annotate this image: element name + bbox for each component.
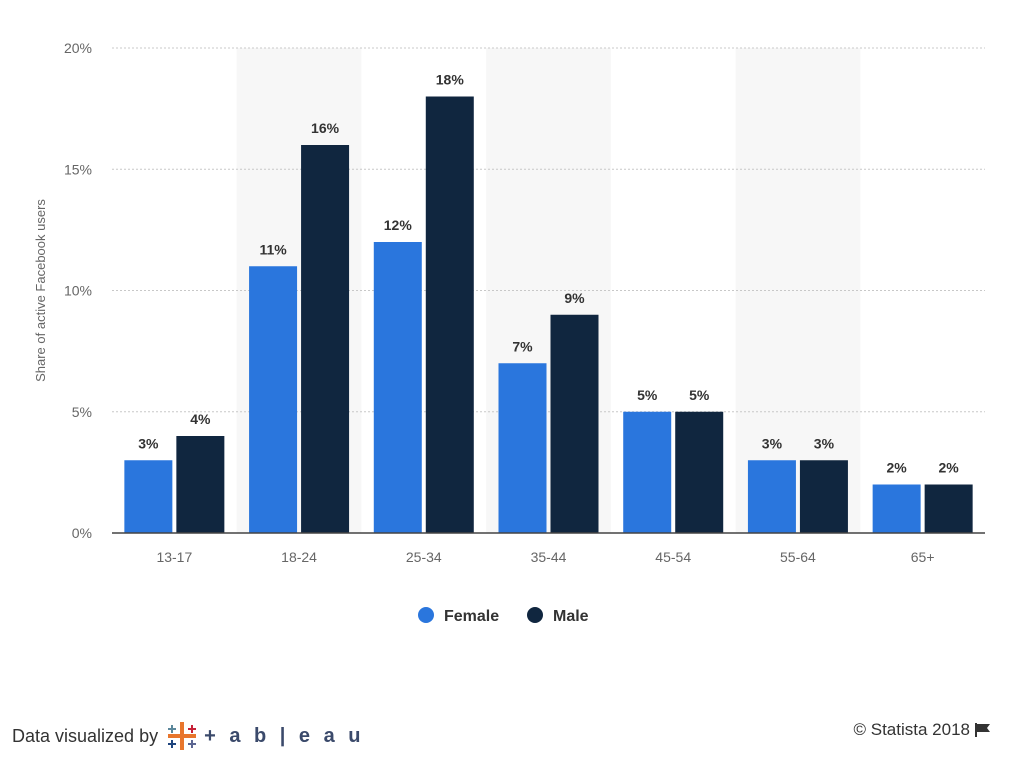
x-tick-label: 25-34 (406, 549, 442, 565)
x-tick-label: 45-54 (655, 549, 691, 565)
x-tick-label: 65+ (911, 549, 935, 565)
bar-female (747, 460, 796, 533)
bar-male (924, 484, 973, 533)
tableau-logo-icon: + a b | e a u (166, 720, 364, 752)
data-label: 18% (436, 72, 465, 88)
y-tick-label: 5% (72, 404, 92, 420)
data-label: 3% (138, 435, 159, 451)
bar-female (373, 242, 422, 533)
data-label: 5% (689, 387, 710, 403)
y-axis-label: Share of active Facebook users (33, 199, 48, 382)
copyright-text: © Statista 2018 (853, 720, 971, 739)
bar-male (799, 460, 848, 533)
bar-male (301, 145, 350, 533)
credit-text: Data visualized by (12, 725, 159, 746)
tableau-wordmark: + a b | e a u (204, 724, 365, 747)
data-label: 16% (311, 120, 340, 136)
y-tick-label: 20% (64, 40, 92, 56)
x-tick-label: 55-64 (780, 549, 816, 565)
legend-label-male: Male (553, 608, 589, 625)
bar-male (675, 411, 724, 533)
legend-marker-male (527, 607, 543, 623)
y-tick-label: 0% (72, 525, 92, 541)
x-tick-label: 18-24 (281, 549, 317, 565)
data-label: 7% (512, 338, 533, 354)
data-label: 2% (939, 460, 960, 476)
bar-female (249, 266, 298, 533)
copyright[interactable]: © Statista 2018 (854, 720, 993, 740)
bar-male (176, 436, 225, 533)
bar-female (623, 411, 672, 533)
bar-female (498, 363, 547, 533)
legend-marker-female (418, 607, 434, 623)
bar-male (550, 314, 599, 533)
data-label: 11% (259, 241, 287, 257)
data-label: 12% (384, 217, 413, 233)
bar-female (124, 460, 173, 533)
footer: Data visualized by + a b | e a u © Stati… (0, 714, 1024, 750)
data-label: 3% (762, 435, 783, 451)
legend-label-female: Female (444, 608, 499, 625)
data-label: 2% (887, 460, 908, 476)
y-tick-label: 15% (64, 161, 92, 177)
flag-icon[interactable] (974, 722, 992, 738)
data-label: 5% (637, 387, 658, 403)
bar-male (425, 96, 474, 533)
tableau-credit[interactable]: Data visualized by + a b | e a u (12, 720, 365, 752)
data-label: 9% (564, 290, 585, 306)
x-tick-label: 13-17 (156, 549, 192, 565)
data-label: 3% (814, 435, 835, 451)
bar-female (872, 484, 921, 533)
x-tick-label: 35-44 (531, 549, 567, 565)
y-tick-label: 10% (64, 283, 92, 299)
data-label: 4% (190, 411, 211, 427)
